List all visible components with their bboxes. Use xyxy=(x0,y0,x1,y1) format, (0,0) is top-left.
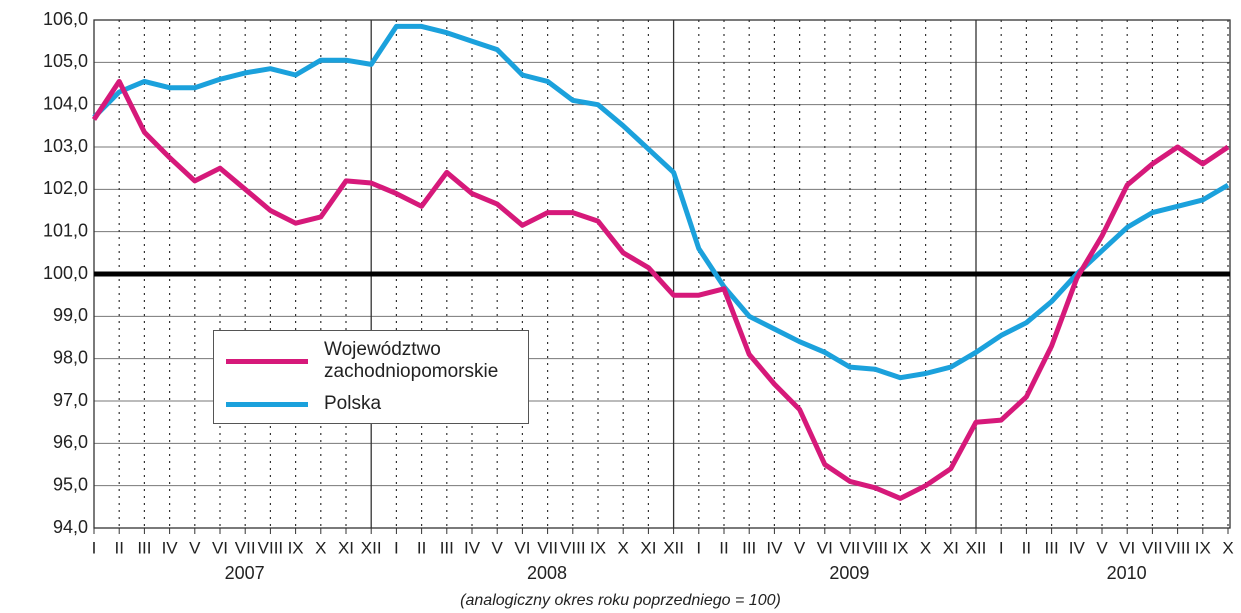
legend-item: Województwo zachodniopomorskie xyxy=(214,339,534,383)
x-tick-label: IX xyxy=(590,538,606,557)
x-tick-label: VII xyxy=(537,538,558,557)
y-tick-label: 96,0 xyxy=(53,432,88,452)
footnote: (analogiczny okres roku poprzedniego = 1… xyxy=(460,592,781,609)
y-tick-label: 105,0 xyxy=(43,51,88,71)
x-tick-label: VIII xyxy=(1165,538,1191,557)
y-tick-label: 101,0 xyxy=(43,220,88,240)
x-tick-label: XII xyxy=(663,538,684,557)
x-tick-label: II xyxy=(114,538,123,557)
x-tick-label: IX xyxy=(288,538,304,557)
x-tick-label: IV xyxy=(1069,538,1086,557)
x-tick-label: I xyxy=(394,538,399,557)
x-tick-label: IV xyxy=(464,538,481,557)
year-label: 2010 xyxy=(1107,563,1147,583)
x-tick-label: III xyxy=(1045,538,1059,557)
y-tick-label: 97,0 xyxy=(53,390,88,410)
x-tick-label: I xyxy=(696,538,701,557)
x-tick-label: I xyxy=(92,538,97,557)
y-tick-label: 104,0 xyxy=(43,93,88,113)
x-tick-label: II xyxy=(417,538,426,557)
x-tick-label: VI xyxy=(817,538,833,557)
x-tick-label: II xyxy=(1022,538,1031,557)
y-tick-label: 99,0 xyxy=(53,305,88,325)
legend: Województwo zachodniopomorskie Polska xyxy=(213,330,529,424)
x-tick-label: V xyxy=(794,538,806,557)
legend-swatch xyxy=(226,358,308,364)
y-tick-label: 106,0 xyxy=(43,9,88,29)
x-tick-label: VI xyxy=(1119,538,1135,557)
x-tick-label: VIII xyxy=(862,538,888,557)
x-tick-label: VI xyxy=(212,538,228,557)
x-tick-label: III xyxy=(742,538,756,557)
x-tick-label: I xyxy=(999,538,1004,557)
y-tick-label: 98,0 xyxy=(53,347,88,367)
x-tick-label: X xyxy=(1222,538,1233,557)
x-tick-label: III xyxy=(137,538,151,557)
x-tick-label: XI xyxy=(338,538,354,557)
x-tick-label: X xyxy=(315,538,326,557)
x-tick-label: VII xyxy=(235,538,256,557)
legend-item: Polska xyxy=(214,393,534,415)
y-tick-label: 103,0 xyxy=(43,136,88,156)
x-tick-label: VIII xyxy=(560,538,586,557)
x-tick-label: XI xyxy=(640,538,656,557)
series-line xyxy=(91,78,1230,501)
x-tick-label: XII xyxy=(361,538,382,557)
x-tick-label: IV xyxy=(162,538,179,557)
y-tick-label: 95,0 xyxy=(53,474,88,494)
year-label: 2007 xyxy=(225,563,265,583)
x-tick-label: XII xyxy=(966,538,987,557)
x-tick-label: VII xyxy=(840,538,861,557)
year-label: 2009 xyxy=(829,563,869,583)
x-tick-label: IX xyxy=(892,538,908,557)
y-tick-label: 102,0 xyxy=(43,178,88,198)
x-tick-label: V xyxy=(1096,538,1108,557)
y-tick-label: 100,0 xyxy=(43,263,88,283)
series-line xyxy=(92,23,1230,381)
x-tick-label: V xyxy=(492,538,504,557)
x-tick-label: IX xyxy=(1195,538,1211,557)
y-tick-label: 94,0 xyxy=(53,517,88,537)
x-tick-label: III xyxy=(440,538,454,557)
legend-swatch xyxy=(226,401,308,407)
x-tick-label: IV xyxy=(766,538,783,557)
x-tick-label: X xyxy=(920,538,931,557)
x-tick-label: VI xyxy=(514,538,530,557)
x-tick-label: II xyxy=(719,538,728,557)
x-tick-label: V xyxy=(189,538,201,557)
x-tick-label: VII xyxy=(1142,538,1163,557)
x-tick-label: XI xyxy=(943,538,959,557)
x-tick-label: X xyxy=(618,538,629,557)
x-tick-label: VIII xyxy=(258,538,284,557)
legend-label: Województwo zachodniopomorskie xyxy=(324,339,499,382)
year-label: 2008 xyxy=(527,563,567,583)
legend-label: Polska xyxy=(324,393,382,414)
